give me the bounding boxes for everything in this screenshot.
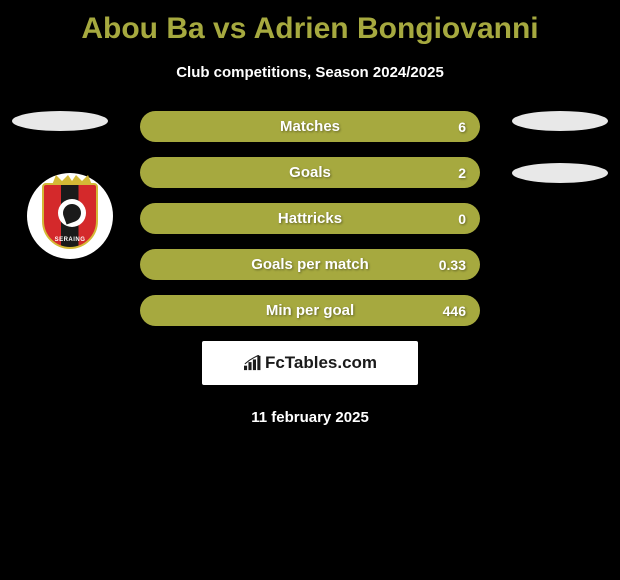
stat-label: Hattricks: [278, 210, 342, 227]
brand-box[interactable]: FcTables.com: [202, 341, 418, 385]
crest-crown-icon: [52, 175, 92, 185]
stat-value: 2: [458, 165, 466, 181]
stat-row: Min per goal 446: [140, 295, 480, 326]
crest-shield-icon: SERAING: [42, 183, 98, 249]
comparison-title: Abou Ba vs Adrien Bongiovanni: [0, 0, 620, 46]
crest-emblem-icon: [58, 199, 86, 227]
stats-container: SERAING Matches 6 Goals 2 Hattricks 0 Go…: [0, 111, 620, 326]
stat-row: Hattricks 0: [140, 203, 480, 234]
date-label: 11 february 2025: [0, 409, 620, 426]
stat-label: Goals per match: [251, 256, 369, 273]
stat-value: 0: [458, 211, 466, 227]
stat-value: 446: [443, 303, 466, 319]
stat-label: Min per goal: [266, 302, 354, 319]
crest-label: SERAING: [44, 237, 96, 243]
stat-label: Matches: [280, 118, 340, 135]
crest-lion-icon: [60, 201, 83, 224]
chart-icon: [243, 355, 261, 371]
player-left-ellipse: [12, 111, 108, 131]
player-right-ellipse-1: [512, 111, 608, 131]
stat-row: Matches 6: [140, 111, 480, 142]
stat-value: 0.33: [439, 257, 466, 273]
brand-label: FcTables.com: [265, 353, 377, 373]
player-right-ellipse-2: [512, 163, 608, 183]
stat-row: Goals 2: [140, 157, 480, 188]
stat-value: 6: [458, 119, 466, 135]
stat-row: Goals per match 0.33: [140, 249, 480, 280]
stat-label: Goals: [289, 164, 331, 181]
season-subtitle: Club competitions, Season 2024/2025: [0, 64, 620, 81]
club-crest: SERAING: [27, 173, 113, 259]
